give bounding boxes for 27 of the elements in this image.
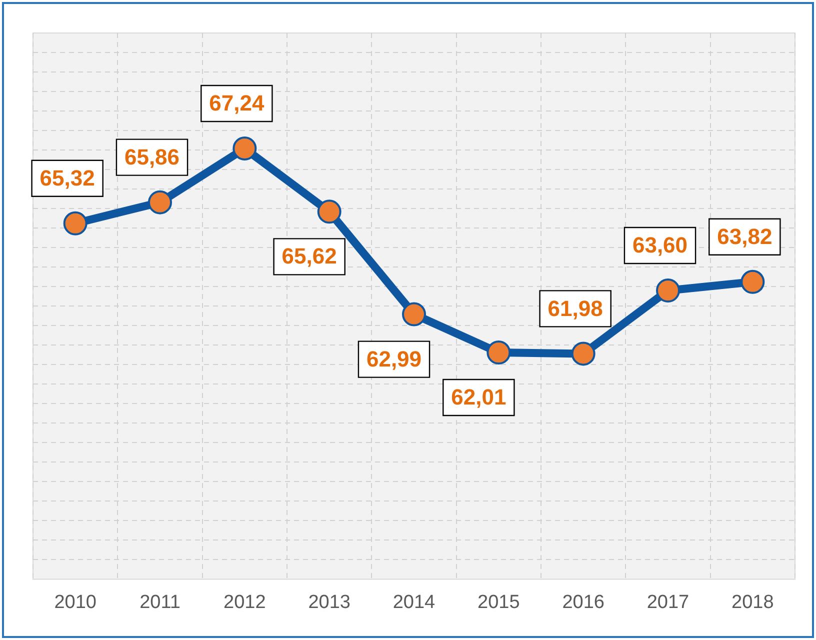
x-tick-label: 2016 bbox=[562, 592, 604, 613]
data-label: 63,82 bbox=[717, 224, 772, 249]
point bbox=[148, 190, 172, 214]
point bbox=[656, 278, 680, 302]
point bbox=[486, 340, 511, 365]
x-tick-label: 2017 bbox=[646, 592, 690, 613]
data-label: 61,98 bbox=[548, 296, 603, 321]
data-label: 62,01 bbox=[451, 384, 506, 410]
point bbox=[317, 200, 342, 224]
data-label: 65,32 bbox=[40, 165, 95, 190]
x-tick-label: 2013 bbox=[308, 592, 350, 613]
point bbox=[402, 302, 426, 326]
point bbox=[63, 211, 88, 236]
x-tick-label: 2011 bbox=[140, 592, 180, 613]
data-label: 65,86 bbox=[124, 144, 180, 170]
data-label: 62,99 bbox=[366, 346, 422, 372]
x-tick-label: 2015 bbox=[478, 592, 520, 613]
point bbox=[740, 270, 765, 294]
x-tick-label: 2010 bbox=[54, 592, 96, 613]
x-tick-label: 2018 bbox=[732, 592, 774, 613]
x-tick-label: 2012 bbox=[224, 592, 266, 613]
point bbox=[571, 342, 596, 366]
point bbox=[232, 136, 257, 160]
data-label: 65,62 bbox=[282, 244, 337, 269]
x-tick-label: 2014 bbox=[392, 592, 436, 613]
data-label: 63,60 bbox=[632, 232, 688, 258]
data-label: 67,24 bbox=[209, 90, 265, 116]
